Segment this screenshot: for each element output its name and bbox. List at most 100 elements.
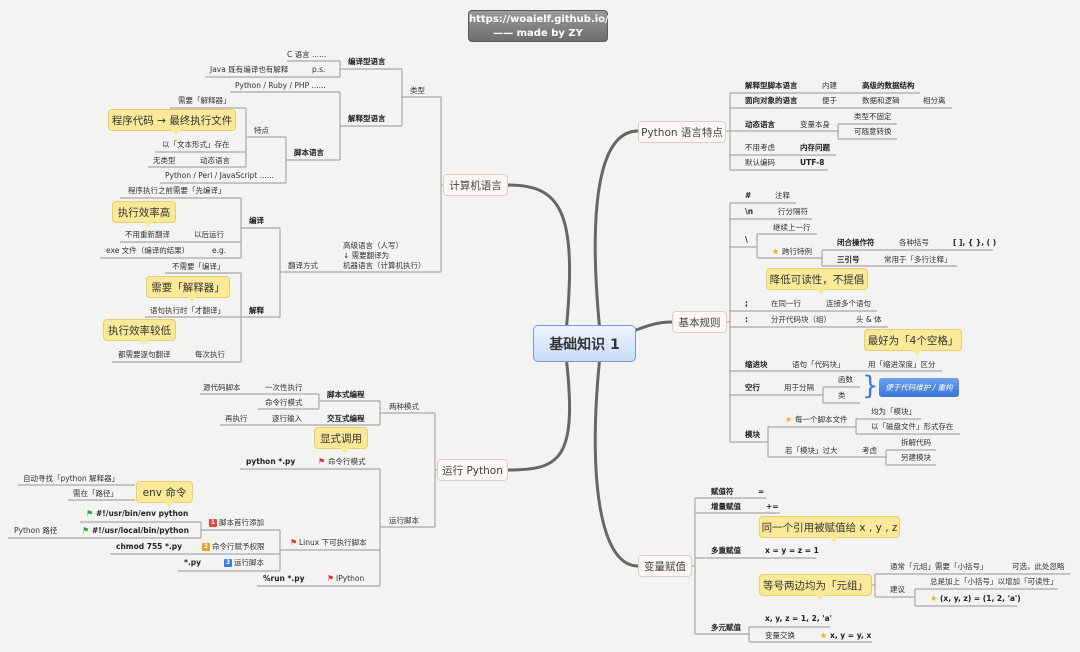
run-node[interactable]: #!/usr/bin/env python bbox=[96, 509, 189, 518]
assign-node[interactable]: 变量交换 bbox=[765, 631, 795, 640]
run-node[interactable]: Python 路径 bbox=[14, 526, 58, 535]
rules-node[interactable]: 均为「模块」 bbox=[871, 407, 916, 416]
computer-node[interactable]: 以后运行 bbox=[194, 230, 224, 239]
rules-node[interactable]: 每一个脚本文件 bbox=[795, 415, 848, 424]
rules-node[interactable]: 考虑 bbox=[862, 446, 877, 455]
assign-node[interactable]: 建议 bbox=[890, 585, 905, 594]
computer-node[interactable]: 类型 bbox=[410, 86, 425, 95]
assign-node[interactable]: = bbox=[758, 487, 765, 496]
branch-python-features[interactable]: Python 语言特点 bbox=[638, 121, 726, 143]
rules-node[interactable]: 另建模块 bbox=[901, 453, 931, 462]
run-node[interactable]: #!/usr/local/bin/python bbox=[92, 526, 189, 535]
central-topic[interactable]: 基础知识 1 bbox=[533, 325, 636, 362]
rules-node[interactable]: 缩进块 bbox=[745, 360, 768, 369]
features-node[interactable]: 类型不固定 bbox=[854, 112, 892, 121]
features-node[interactable]: 内存问题 bbox=[800, 143, 830, 152]
computer-node[interactable]: Python / Ruby / PHP ...... bbox=[235, 81, 326, 90]
computer-node[interactable]: 高级语言（人写） bbox=[343, 241, 403, 250]
rules-node[interactable]: 语句「代码块」 bbox=[792, 360, 845, 369]
computer-node[interactable]: C 语言 ...... bbox=[287, 50, 327, 59]
computer-node[interactable]: Java 既有编译也有解释 bbox=[210, 65, 289, 74]
rules-node[interactable]: 类 bbox=[838, 391, 846, 400]
rules-node[interactable]: 若「模块」过大 bbox=[785, 446, 838, 455]
features-node[interactable]: 默认编码 bbox=[745, 158, 775, 167]
computer-node[interactable]: 特点 bbox=[254, 126, 269, 135]
computer-node[interactable]: 动态语言 bbox=[200, 156, 230, 165]
run-node[interactable]: 一次性执行 bbox=[265, 383, 303, 392]
computer-node[interactable]: Python / Perl / JavaScript ...... bbox=[165, 171, 274, 180]
features-node[interactable]: 变量本身 bbox=[800, 120, 830, 129]
computer-node[interactable]: p.s. bbox=[312, 65, 326, 74]
computer-node[interactable]: 编译型语言 bbox=[348, 57, 386, 66]
rules-node[interactable]: 用「缩进深度」区分 bbox=[868, 360, 936, 369]
computer-node[interactable]: 解释 bbox=[249, 306, 264, 315]
run-node[interactable]: 命令行模式 bbox=[265, 398, 303, 407]
assign-node[interactable]: 通常「元组」需要「小括号」 bbox=[890, 562, 988, 571]
assign-node[interactable]: (x, y, z) = (1, 2, 'a') bbox=[940, 594, 1021, 603]
assign-node[interactable]: 多重赋值 bbox=[711, 546, 741, 555]
run-node[interactable]: chmod 755 *.py bbox=[116, 542, 183, 551]
rules-node[interactable]: 函数 bbox=[838, 375, 853, 384]
assign-node[interactable]: += bbox=[766, 502, 779, 511]
branch-computer-language[interactable]: 计算机语言 bbox=[443, 174, 508, 196]
rules-node[interactable]: \ bbox=[745, 235, 748, 244]
computer-node[interactable]: 不需要「编译」 bbox=[172, 262, 225, 271]
rules-node[interactable]: 注释 bbox=[775, 191, 790, 200]
rules-node[interactable]: 闭合操作符 bbox=[837, 238, 875, 247]
rules-node[interactable]: # bbox=[745, 191, 752, 200]
features-node[interactable]: 数据和逻辑 bbox=[862, 96, 900, 105]
rules-node[interactable]: 分开代码块（组） bbox=[771, 315, 831, 324]
features-node[interactable]: 内建 bbox=[822, 81, 837, 90]
computer-node[interactable]: 都需要逐句翻译 bbox=[118, 350, 171, 359]
run-node[interactable]: 再执行 bbox=[225, 414, 248, 423]
rules-node[interactable]: 模块 bbox=[745, 430, 760, 439]
rules-node[interactable]: \n bbox=[745, 207, 754, 216]
assign-node[interactable]: x = y = z = 1 bbox=[765, 546, 819, 555]
features-node[interactable]: 相分离 bbox=[923, 96, 946, 105]
features-node[interactable]: 解释型脚本语言 bbox=[745, 81, 798, 90]
run-node[interactable]: 命令行赋予权限 bbox=[212, 542, 265, 551]
rules-node[interactable]: [ ], { }, ( ) bbox=[953, 238, 997, 247]
rules-node[interactable]: 行分隔符 bbox=[778, 207, 808, 216]
computer-node[interactable]: 程序执行之前需要「先编译」 bbox=[128, 186, 226, 195]
computer-node[interactable]: 不用重新翻译 bbox=[125, 230, 170, 239]
run-node[interactable]: 运行脚本 bbox=[389, 516, 419, 525]
computer-node[interactable]: 解释型语言 bbox=[348, 114, 386, 123]
run-node[interactable]: 交互式编程 bbox=[327, 414, 365, 423]
rules-node[interactable]: 连接多个语句 bbox=[826, 299, 871, 308]
computer-node[interactable]: ↓ 需要翻译为 bbox=[343, 251, 390, 260]
run-node[interactable]: 逐行输入 bbox=[272, 414, 302, 423]
features-node[interactable]: 可随意转换 bbox=[854, 127, 892, 136]
assign-node[interactable]: 增量赋值 bbox=[711, 502, 741, 511]
run-node[interactable]: 源代码脚本 bbox=[203, 383, 241, 392]
assign-node[interactable]: 可选，此处忽略 bbox=[1012, 562, 1065, 571]
computer-node[interactable]: 脚本语言 bbox=[294, 148, 324, 157]
assign-node[interactable]: x, y = y, x bbox=[830, 631, 872, 640]
assign-node[interactable]: x, y, z = 1, 2, 'a' bbox=[765, 614, 832, 623]
computer-node[interactable]: exe 文件（编译的结果） bbox=[106, 246, 190, 255]
computer-node[interactable]: 语句执行时「才翻译」 bbox=[150, 306, 225, 315]
features-node[interactable]: UTF-8 bbox=[800, 158, 825, 167]
run-node[interactable]: *.py bbox=[184, 558, 202, 567]
computer-node[interactable]: e.g. bbox=[212, 246, 227, 255]
rules-node[interactable]: 在同一行 bbox=[771, 299, 801, 308]
run-node[interactable]: 需在「路径」 bbox=[73, 489, 118, 498]
run-node[interactable]: python *.py bbox=[246, 457, 296, 466]
assign-node[interactable]: 赋值符 bbox=[711, 487, 734, 496]
rules-node[interactable]: 各种括号 bbox=[899, 238, 929, 247]
features-node[interactable]: 高级的数据结构 bbox=[862, 81, 915, 90]
run-node[interactable]: 自动寻找「python 解释器」 bbox=[23, 474, 120, 483]
rules-node[interactable]: 三引号 bbox=[837, 255, 860, 264]
rules-node[interactable]: 空行 bbox=[745, 383, 760, 392]
rules-node[interactable]: ; bbox=[745, 299, 748, 308]
rules-node[interactable]: 常用于「多行注释」 bbox=[884, 255, 952, 264]
rules-node[interactable]: 拆解代码 bbox=[901, 438, 931, 447]
run-node[interactable]: IPython bbox=[336, 574, 365, 583]
branch-variable-assignment[interactable]: 变量赋值 bbox=[638, 555, 692, 577]
branch-basic-rules[interactable]: 基本规则 bbox=[672, 311, 727, 333]
features-node[interactable]: 便于 bbox=[822, 96, 837, 105]
branch-run-python[interactable]: 运行 Python bbox=[437, 459, 508, 481]
computer-node[interactable]: 需要「解释器」 bbox=[178, 96, 231, 105]
computer-node[interactable]: 无类型 bbox=[153, 156, 176, 165]
computer-node[interactable]: 每次执行 bbox=[195, 350, 225, 359]
